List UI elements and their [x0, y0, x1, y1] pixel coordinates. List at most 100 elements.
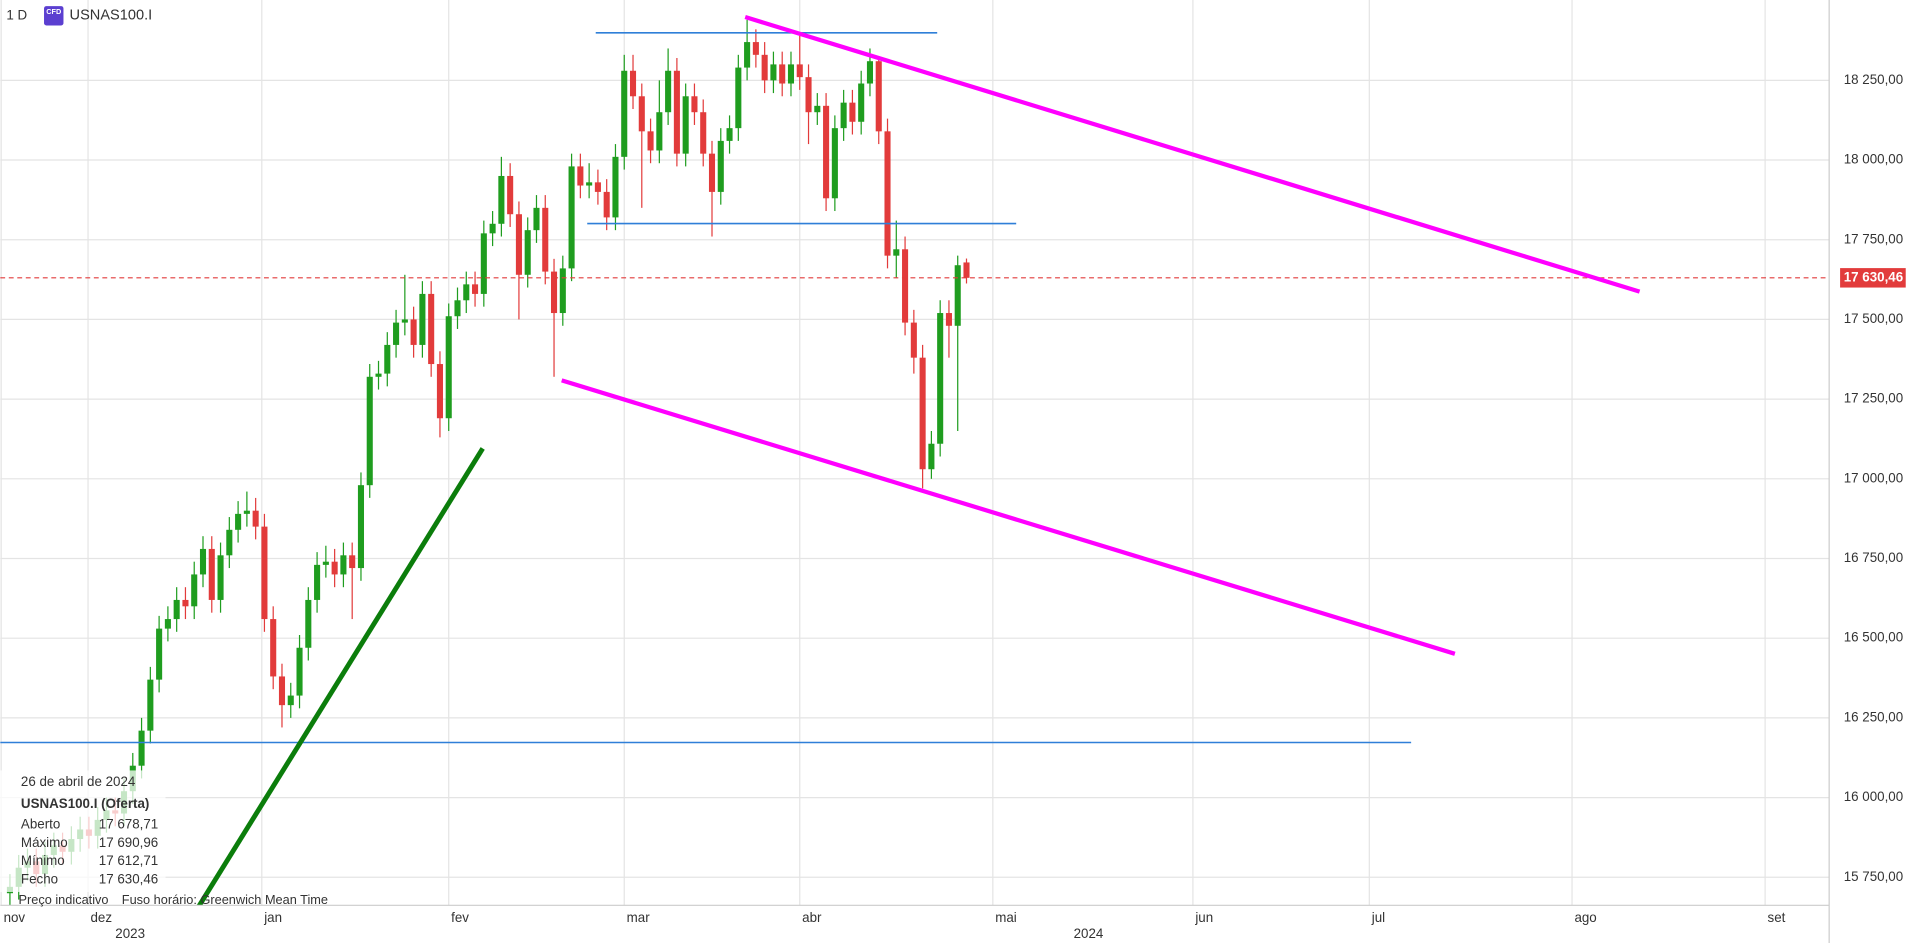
candle-body — [270, 619, 277, 677]
candle-body — [752, 42, 759, 55]
candle-body — [550, 271, 558, 314]
y-tick-label: 17 500,00 — [1844, 311, 1903, 326]
candle-body — [401, 319, 408, 323]
x-tick-label: jan — [263, 910, 282, 925]
candle-body — [235, 513, 242, 530]
last-price-box — [1840, 268, 1906, 288]
channel-line — [561, 378, 1456, 656]
candle-body — [963, 262, 970, 278]
candle-body — [656, 112, 663, 151]
footer-timezone: Fuso horário: Greenwich Mean Time — [122, 892, 328, 907]
candle-body — [796, 64, 803, 78]
candle-body — [393, 322, 400, 345]
candle-body — [366, 376, 373, 486]
candle-body — [840, 102, 847, 129]
candle-body — [349, 555, 356, 569]
candle-body — [603, 191, 610, 218]
info-value: 17 612,71 — [99, 853, 158, 868]
candle-body — [866, 61, 874, 84]
candle-body — [849, 102, 856, 122]
candle-body — [261, 526, 268, 620]
x-tick-label: abr — [802, 910, 822, 925]
candle-body — [954, 265, 961, 326]
info-value: 17 678,71 — [99, 817, 158, 832]
candle-body — [384, 344, 391, 374]
candle-body — [858, 83, 865, 122]
candle-body — [647, 131, 654, 151]
candle-body — [805, 77, 812, 113]
candle-body — [919, 357, 926, 470]
candle-body — [629, 70, 637, 97]
candle-body — [884, 131, 891, 256]
candles — [0, 19, 1830, 906]
candle-body — [945, 313, 952, 326]
x-tick-label: jun — [1194, 910, 1213, 925]
candle-body — [375, 373, 382, 377]
candle-body — [515, 214, 522, 275]
info-label: Aberto — [21, 817, 60, 832]
candle-body — [217, 555, 224, 600]
candle-body — [700, 112, 707, 154]
candle-body — [243, 510, 250, 514]
candle-body — [726, 128, 733, 141]
y-tick-label: 16 500,00 — [1844, 630, 1903, 645]
candle-body — [287, 695, 294, 706]
candle-body — [621, 70, 628, 157]
candle-body — [173, 599, 180, 620]
interval[interactable]: 1 D — [6, 7, 27, 22]
y-tick-label: 18 000,00 — [1844, 152, 1903, 167]
candle-body — [410, 319, 417, 345]
info-label: Mínimo — [21, 853, 65, 868]
candle-body — [164, 619, 171, 629]
candle-body — [436, 364, 443, 419]
candle-body — [498, 175, 505, 224]
last-price-label: 17 630,46 — [1844, 269, 1903, 284]
info-value: 17 630,46 — [99, 871, 158, 886]
x-tick-label: dez — [90, 910, 112, 925]
candle-body — [147, 679, 154, 731]
candle-body — [331, 561, 338, 575]
info-title: USNAS100.I (Oferta) — [21, 796, 149, 811]
header: 1 D CFD USNAS100.I — [6, 6, 153, 26]
x-tick-label: fev — [451, 910, 469, 925]
symbol[interactable]: USNAS100.I — [70, 8, 153, 24]
candle-body — [586, 182, 593, 186]
y-tick-label: 15 750,00 — [1844, 869, 1903, 884]
x-tick-label: mai — [995, 910, 1017, 925]
y-tick-label: 17 750,00 — [1844, 231, 1903, 246]
candle-body — [472, 284, 479, 294]
candle-body — [893, 249, 900, 256]
candle-body — [673, 70, 680, 154]
x-tick-label: set — [1768, 910, 1786, 925]
candle-body — [902, 249, 909, 323]
trend-line — [195, 447, 485, 911]
candle-body — [156, 628, 163, 680]
candle-body — [226, 529, 233, 556]
candle-body — [717, 140, 724, 192]
year-label: 2024 — [1074, 926, 1104, 941]
candle-body — [489, 223, 496, 234]
x-tick-label: jul — [1371, 910, 1385, 925]
year-label: 2023 — [115, 926, 145, 941]
candle-body — [428, 293, 435, 365]
candle-body — [296, 647, 303, 696]
candle-body — [937, 313, 944, 444]
candle-body — [507, 175, 514, 215]
candle-body — [682, 96, 689, 154]
candle-body — [928, 443, 935, 470]
y-tick-label: 18 250,00 — [1844, 72, 1903, 87]
channel-line — [744, 14, 1641, 294]
candle-body — [542, 207, 549, 272]
candle-body — [744, 42, 751, 68]
info-value: 17 690,96 — [99, 835, 158, 850]
x-tick-label: nov — [4, 910, 26, 925]
candle-body — [278, 676, 286, 706]
candle-body — [577, 166, 584, 186]
candle-body — [463, 284, 470, 301]
x-tick-label: ago — [1574, 910, 1596, 925]
candle-body — [252, 510, 259, 527]
candle-body — [533, 207, 540, 231]
y-tick-label: 16 250,00 — [1844, 709, 1903, 724]
candle-body — [691, 96, 698, 113]
candle-body — [594, 182, 601, 192]
